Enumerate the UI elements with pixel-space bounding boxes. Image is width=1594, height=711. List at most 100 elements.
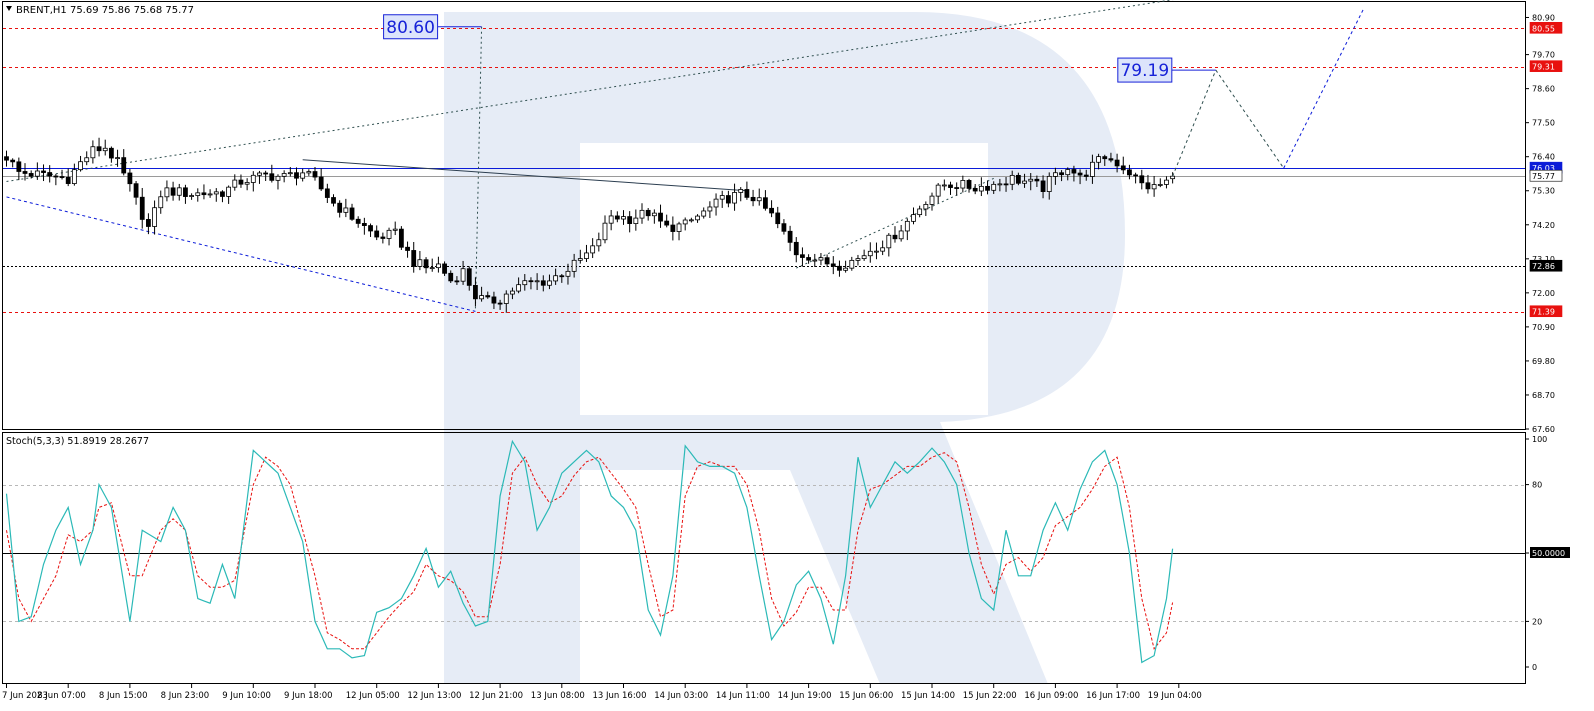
candle-body xyxy=(368,225,373,232)
candle xyxy=(948,181,953,195)
candle xyxy=(800,247,805,267)
chart-header: BRENT,H1 75.69 75.86 75.68 75.77 xyxy=(16,5,194,16)
price-tick-label: 78.60 xyxy=(1532,85,1555,94)
candle xyxy=(954,182,960,196)
collapse-triangle-icon[interactable] xyxy=(6,6,12,11)
candle xyxy=(232,174,238,191)
candle-body xyxy=(590,245,596,254)
candle-body xyxy=(1083,174,1089,177)
candle-body xyxy=(152,207,157,227)
candle xyxy=(763,190,768,211)
candle xyxy=(843,260,849,273)
candle-body xyxy=(374,230,380,238)
candle-body xyxy=(929,195,935,205)
candle xyxy=(1127,164,1132,180)
candle-body xyxy=(738,189,744,193)
candle xyxy=(127,168,133,192)
target-label: 80.60 xyxy=(386,18,435,38)
candle-body xyxy=(195,192,201,196)
stoch-axis: 100 80 50.0000 20 0 xyxy=(1525,435,1570,672)
time-tick-label: 16 Jun 09:00 xyxy=(1024,691,1078,701)
candle xyxy=(1108,152,1114,163)
candle-body xyxy=(1077,172,1083,176)
price-tick-label: 67.60 xyxy=(1532,425,1555,434)
candle-body xyxy=(830,263,836,267)
candle xyxy=(806,254,811,264)
candle-body xyxy=(250,174,256,183)
candle xyxy=(1003,176,1009,192)
candle xyxy=(16,157,22,181)
candle-body xyxy=(695,215,700,221)
candle xyxy=(275,174,281,190)
candle xyxy=(744,181,750,200)
candle-body xyxy=(405,246,410,251)
candle-body xyxy=(503,293,509,304)
candle xyxy=(1077,169,1083,185)
candle xyxy=(818,253,824,266)
stoch-badge xyxy=(1530,547,1570,558)
candle-body xyxy=(793,241,799,256)
level-badge-label: 71.39 xyxy=(1532,308,1555,317)
candle-body xyxy=(281,173,287,177)
candle-body xyxy=(775,212,781,225)
price-tick-label: 69.80 xyxy=(1532,357,1555,366)
candle-body xyxy=(127,172,133,185)
candle-body xyxy=(497,302,503,305)
candle xyxy=(71,163,77,186)
candle-body xyxy=(257,172,262,176)
candle xyxy=(152,200,157,235)
candle xyxy=(639,203,645,224)
candle-body xyxy=(867,250,873,257)
trend-line-2 xyxy=(6,196,476,312)
candle-body xyxy=(923,204,929,210)
candle-body xyxy=(1151,184,1157,190)
candle-body xyxy=(837,265,842,271)
forecast-segment-2 xyxy=(1283,7,1365,169)
trend-line-1 xyxy=(302,159,747,192)
trend-lines xyxy=(6,0,1174,312)
candle xyxy=(911,207,916,225)
candle-body xyxy=(972,187,978,192)
candle-body xyxy=(954,187,960,189)
candle xyxy=(738,187,744,202)
time-tick-label: 15 Jun 06:00 xyxy=(839,691,893,701)
candle-body xyxy=(1059,172,1064,176)
price-levels xyxy=(3,28,1525,313)
candle-body xyxy=(349,207,355,220)
candle-body xyxy=(769,207,774,214)
candle xyxy=(769,200,774,218)
candle xyxy=(627,211,633,233)
candle xyxy=(978,177,984,197)
candle-body xyxy=(763,197,768,209)
candle xyxy=(1046,172,1052,200)
candle xyxy=(725,190,731,208)
candle xyxy=(534,273,540,291)
candle-body xyxy=(429,267,435,270)
candle xyxy=(263,170,269,181)
candle xyxy=(226,185,232,204)
candle xyxy=(41,164,46,182)
candle xyxy=(812,253,818,267)
candle xyxy=(701,207,707,219)
candle xyxy=(306,169,312,176)
candle-body xyxy=(713,198,719,208)
candle-body xyxy=(688,219,694,222)
candle-body xyxy=(1015,174,1021,184)
candle-body xyxy=(565,270,571,277)
price-tick-label: 80.90 xyxy=(1532,13,1555,22)
time-tick-label: 13 Jun 08:00 xyxy=(531,691,585,701)
stoch-levels xyxy=(3,485,1525,622)
candle xyxy=(1059,170,1064,182)
candle xyxy=(688,217,694,223)
candle-body xyxy=(658,212,663,222)
candle-body xyxy=(540,280,546,286)
candle xyxy=(176,183,182,201)
stoch-main-line xyxy=(5,439,1174,664)
candle-body xyxy=(917,208,923,216)
candle-body xyxy=(744,189,750,198)
candle-body xyxy=(102,147,108,152)
candle-body xyxy=(324,188,330,198)
time-tick-label: 14 Jun 19:00 xyxy=(778,691,832,701)
candle xyxy=(621,210,626,225)
candle xyxy=(10,158,16,168)
